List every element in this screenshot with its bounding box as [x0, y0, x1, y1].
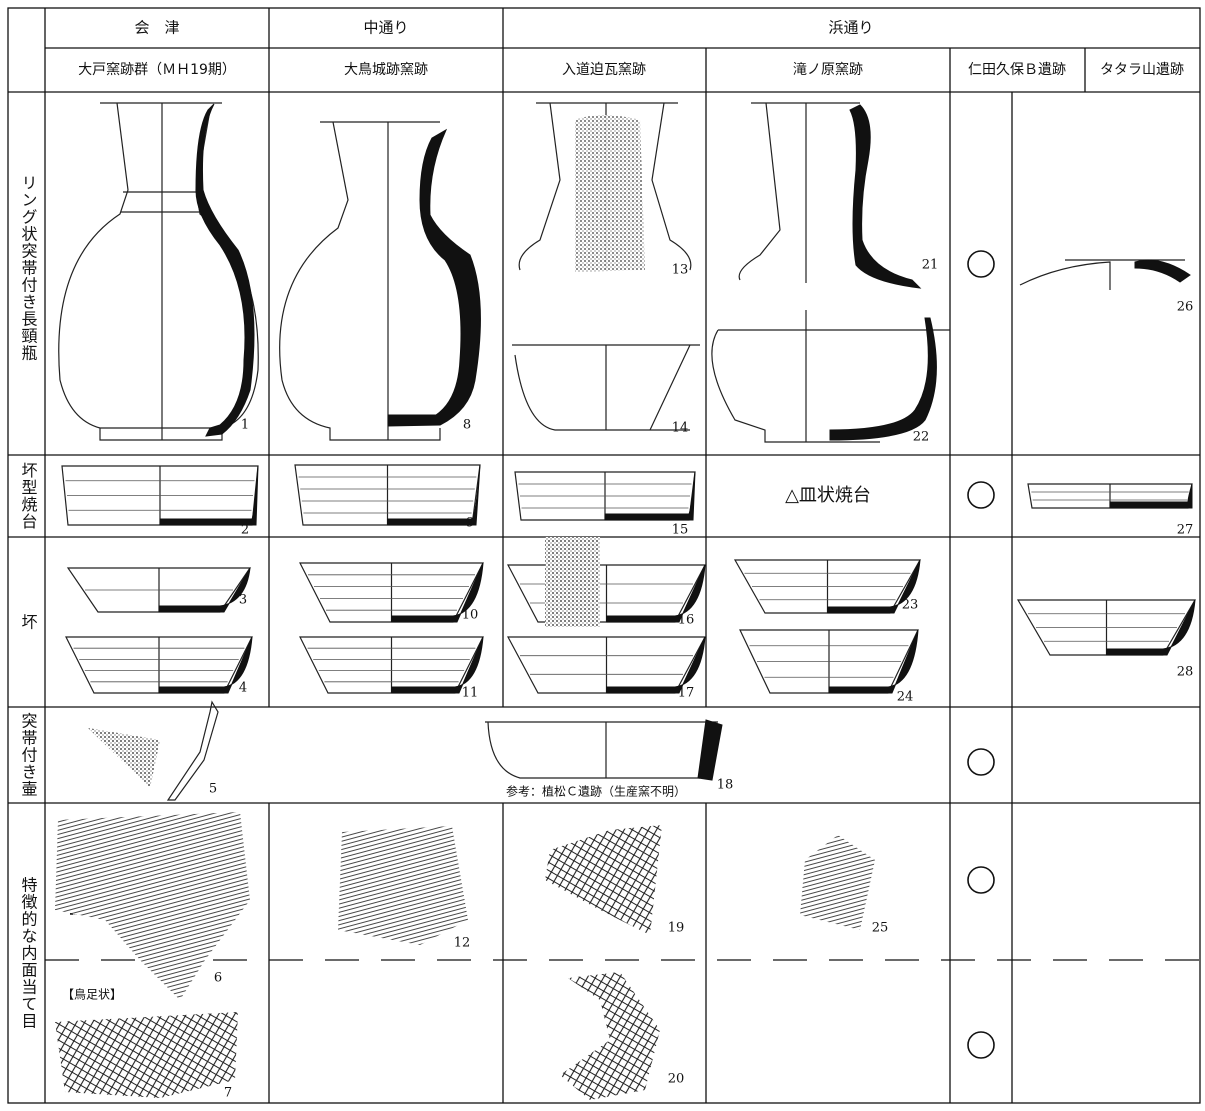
pottery-drawings — [61, 464, 1197, 694]
figure-number: 24 — [897, 690, 914, 705]
row-label: 突帯付き壷 — [19, 713, 38, 798]
figure-number: 12 — [454, 936, 471, 951]
figure-number: 19 — [668, 921, 685, 936]
row-label: 坏 — [19, 614, 38, 631]
figure-number: 25 — [872, 921, 889, 936]
figure-number: 23 — [902, 598, 919, 613]
bowl-section — [606, 636, 706, 694]
figure-numbers: 1234567891011121314151617181920212223242… — [209, 258, 1193, 1101]
note: △皿状焼台 — [785, 485, 871, 506]
stamp-texture — [545, 537, 600, 627]
figure-number: 4 — [239, 681, 247, 696]
region-header: 中通り — [363, 19, 408, 37]
figure-number: 20 — [668, 1072, 685, 1087]
bowl-section — [391, 636, 484, 694]
row-label: 坏型焼台 — [19, 462, 38, 530]
bowl-section — [391, 562, 484, 623]
bowl-section — [604, 471, 696, 521]
site-header: 仁田久保Ｂ遺跡 — [968, 62, 1066, 78]
figure-number: 28 — [1177, 665, 1194, 680]
bowl-section — [159, 465, 259, 526]
figure-number: 16 — [678, 613, 695, 628]
bowl-section — [828, 629, 919, 694]
figure-number: 13 — [672, 263, 689, 278]
row-label: 特徴的な内面当て目 — [19, 877, 38, 1030]
site-header: 大鳥城跡窯跡 — [344, 61, 428, 78]
figure-number: 15 — [672, 523, 689, 538]
region-header: 浜通り — [828, 19, 873, 37]
site-header: 大戸窯跡群（ＭＨ19期） — [78, 61, 236, 78]
bowl — [299, 636, 484, 694]
pottery-drawings — [58, 102, 1191, 443]
note: 参考：植松Ｃ遺跡（生産窯不明） — [506, 784, 686, 799]
figure-number: 26 — [1177, 300, 1194, 315]
bowl-section — [1106, 599, 1196, 656]
site-header: 入道迫瓦窯跡 — [562, 61, 646, 78]
figure-number: 7 — [224, 1086, 232, 1101]
site-header: タタラ山遺跡 — [1100, 62, 1184, 78]
figure-number: 8 — [463, 418, 471, 433]
figure-number: 18 — [717, 778, 734, 793]
figure-number: 6 — [214, 971, 222, 986]
site-header: 滝ノ原窯跡 — [793, 61, 863, 78]
figure-number: 5 — [209, 782, 217, 797]
figure-number: 14 — [672, 421, 689, 436]
region-header: 会 津 — [134, 19, 179, 37]
sherd-drawings — [55, 700, 875, 1100]
figure-number: 11 — [462, 686, 479, 701]
figure-number: 3 — [239, 593, 247, 608]
bowl-section — [827, 559, 921, 614]
figure-number: 10 — [462, 608, 479, 623]
row-label: リング状突帯付き長頸瓶 — [19, 175, 38, 362]
bowl — [506, 636, 707, 694]
bowl-section — [1109, 483, 1193, 509]
bowl-section — [387, 464, 481, 526]
bowl-section — [158, 636, 253, 694]
note: 【鳥足状】 — [62, 987, 122, 1002]
bowl-section — [606, 564, 706, 623]
presence-marks — [967, 250, 995, 1059]
figure-number: 2 — [241, 523, 249, 538]
table-grid — [7, 7, 1201, 1104]
bowl — [294, 464, 481, 526]
figure-number: 21 — [922, 258, 939, 273]
bowl — [299, 562, 484, 623]
bowl — [507, 564, 706, 623]
bowl-section — [158, 567, 251, 613]
figure-number: 22 — [913, 430, 930, 445]
figure-number: 17 — [678, 686, 695, 701]
bowl — [65, 636, 253, 694]
figure-number: 9 — [466, 516, 474, 531]
figure-number: 1 — [241, 418, 249, 433]
figure-number: 27 — [1177, 523, 1194, 538]
